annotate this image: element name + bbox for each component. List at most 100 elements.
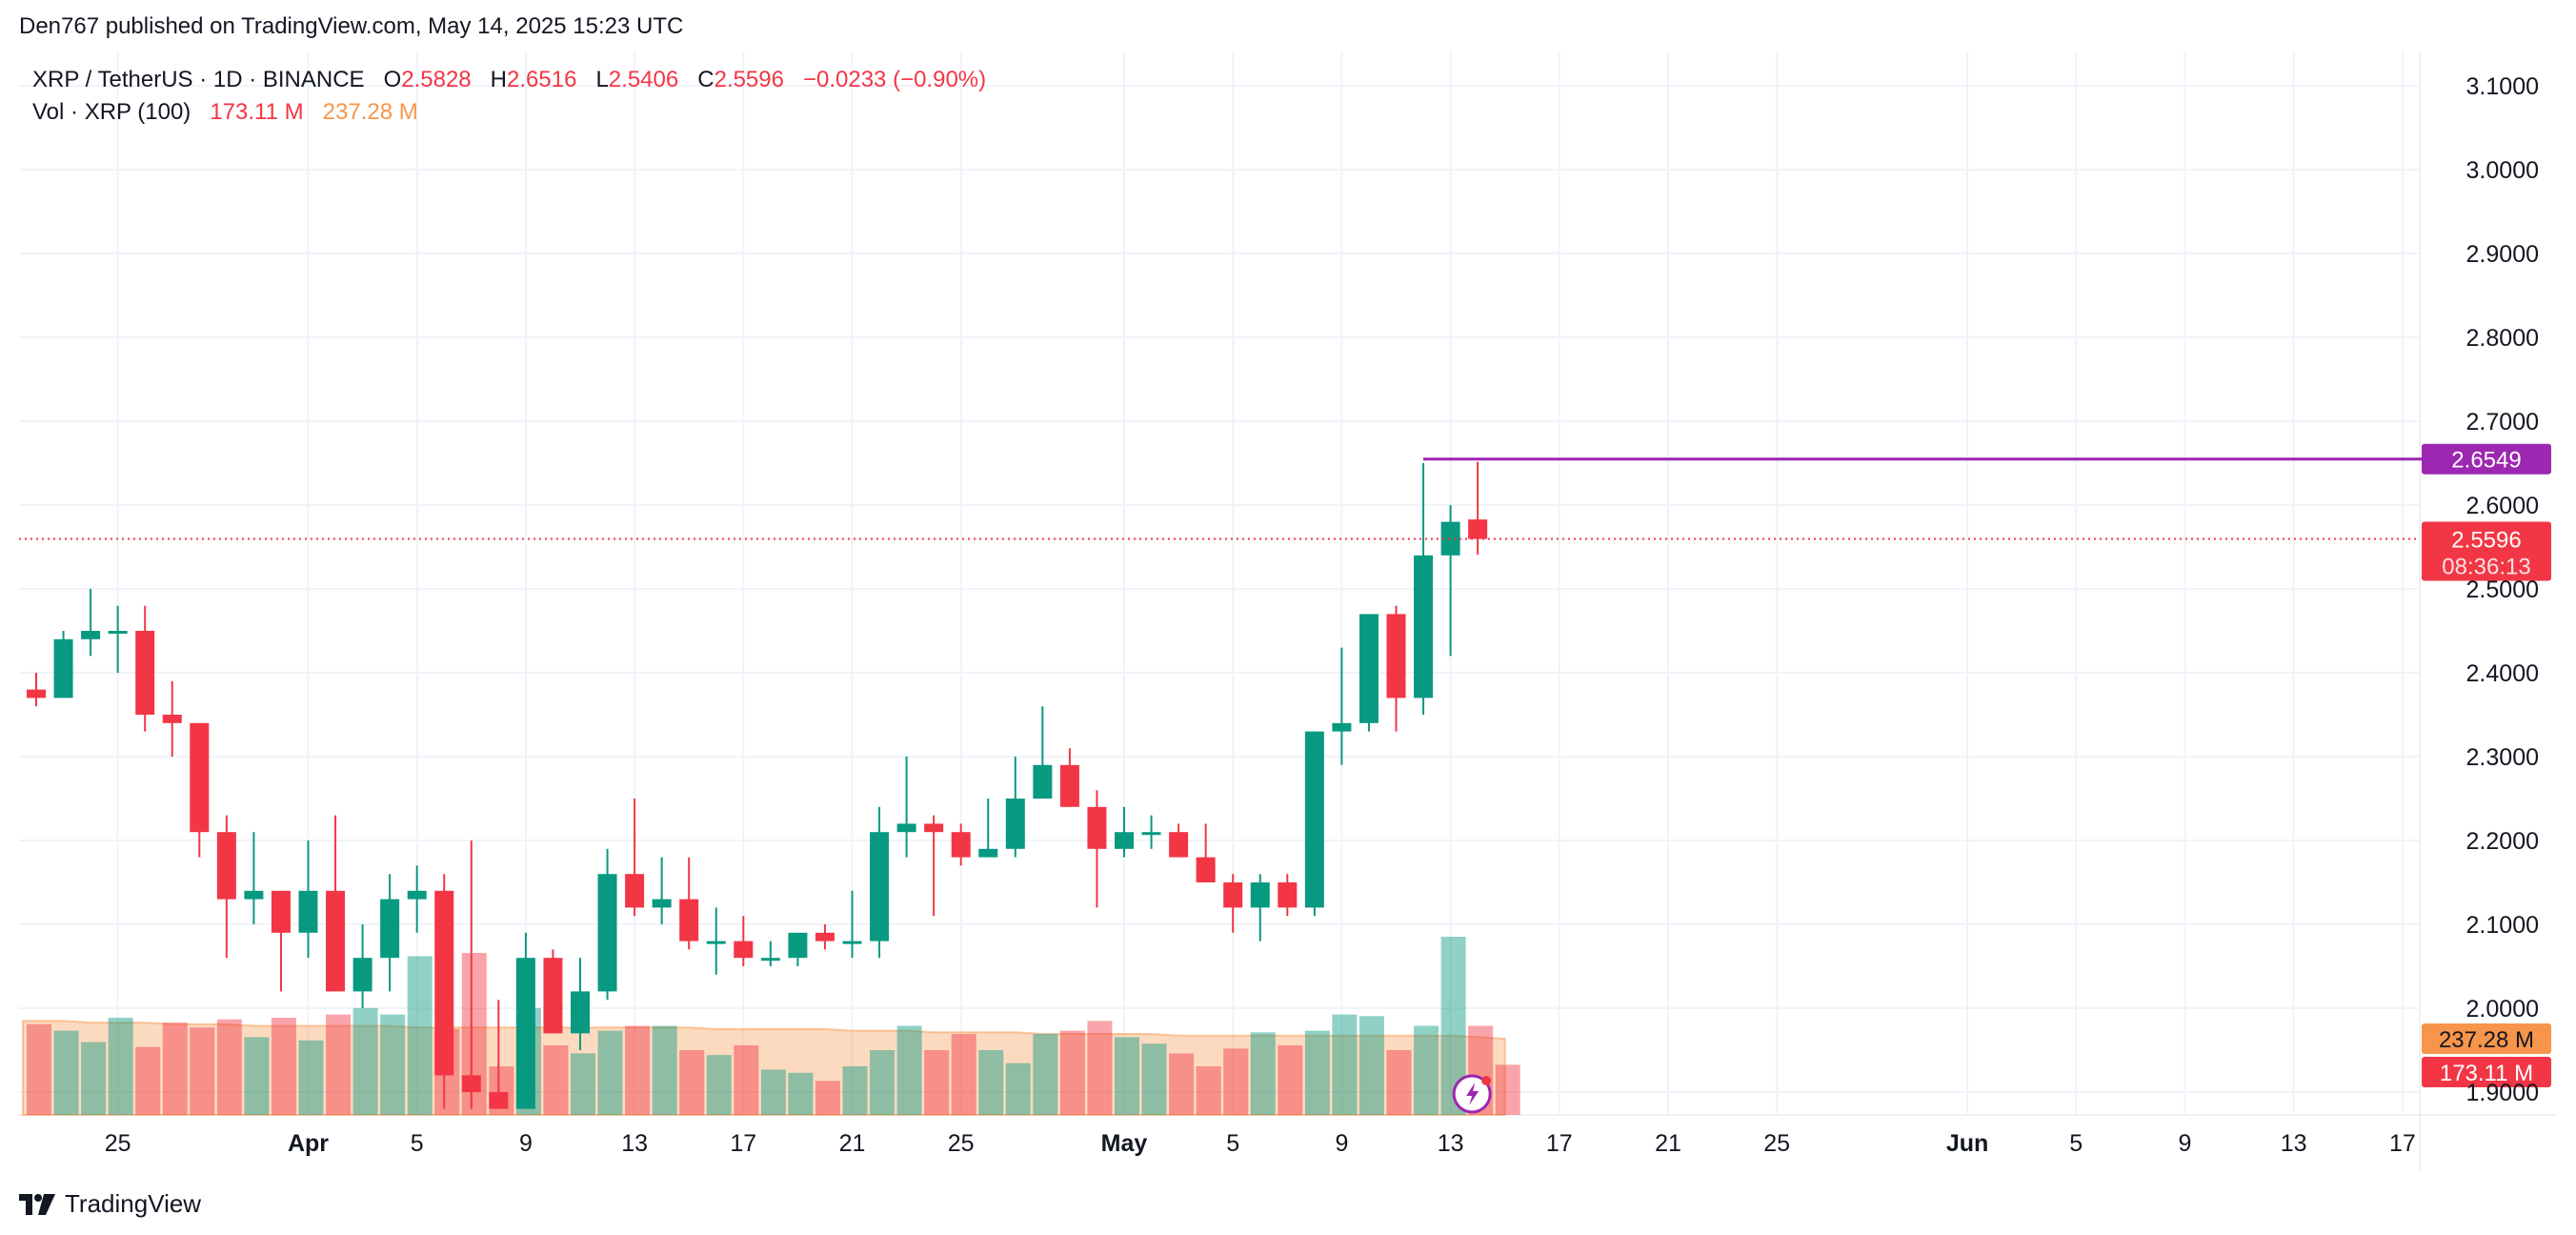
candle-body [515,958,535,1109]
symbol-legend: XRP / TetherUS · 1D · BINANCE O2.5828 H2… [32,67,986,93]
candle-body [815,932,835,941]
candle-body [1115,832,1134,849]
volume-bar [1495,1064,1520,1115]
candle-body [951,832,971,858]
volume-bar [896,1025,922,1115]
volume-bar [1358,1016,1384,1115]
candle-body [1386,614,1406,698]
x-tick-label: 21 [839,1130,866,1157]
volume-bar [679,1050,705,1115]
volume-bar [407,956,433,1115]
grid [19,51,2557,1170]
x-tick-label: May [1101,1130,1148,1157]
close-value: 2.5596 [714,67,784,92]
candle-body [597,874,617,992]
volume-bar [625,1025,651,1115]
x-tick-label: 13 [1438,1130,1464,1157]
volume-bar [1332,1014,1358,1115]
high-label: H [490,67,508,92]
candle-body [625,874,645,908]
volume-bar [734,1044,759,1115]
y-tick-label: 3.1000 [2466,73,2539,100]
volume-bar [298,1040,324,1115]
candle-body [1005,799,1025,849]
x-tick-label: 17 [730,1130,756,1157]
volume-bar [326,1014,352,1115]
y-tick-label: 2.9000 [2466,241,2539,268]
y-tick-label: 2.5000 [2466,577,2539,603]
x-tick-label: 25 [105,1130,131,1157]
candle-body [924,823,944,833]
volume-bar [1223,1048,1249,1115]
volume-bar [842,1066,868,1115]
candle-body [489,1092,509,1109]
candle-body [135,631,155,715]
candle-body [1059,764,1079,807]
x-tick-label: 25 [948,1130,975,1157]
y-tick-label: 3.0000 [2466,157,2539,184]
volume-bar [1059,1030,1085,1115]
x-tick-label: Apr [288,1130,329,1157]
notification-dot [1481,1076,1492,1085]
volume-tag [2422,1057,2551,1087]
volume-bar [27,1023,51,1115]
low-value: 2.5406 [608,67,679,92]
y-tick-label: 2.7000 [2466,409,2539,435]
volume-ma-area [22,1020,1506,1116]
volume-tag-text: 173.11 M [2440,1061,2533,1086]
chart-area[interactable]: 2.6549 2.5596 08:36:13 237.28 M 173.11 M 3.1… [19,51,2557,1170]
candle-body [760,958,780,962]
volume-ma-tag-text: 237.28 M [2439,1027,2534,1053]
candle-body [788,932,808,959]
candle-body [1278,882,1298,908]
resistance-price-text: 2.6549 [2451,448,2521,474]
candle-body [571,991,590,1034]
tradingview-logo[interactable]: TradingView [19,1189,201,1219]
volume-value: 173.11 M [210,99,304,125]
volume-bar [978,1050,1004,1115]
candle-body [298,890,318,933]
publisher-line: Den767 published on TradingView.com, May… [19,13,684,39]
candle-body [734,941,754,959]
brand-name: TradingView [65,1189,202,1218]
volume-bar [244,1037,270,1115]
x-tick-label: 5 [411,1130,424,1157]
open-label: O [383,67,402,92]
x-tick-label: 9 [1335,1130,1348,1157]
volume-label[interactable]: Vol · XRP (100) [32,99,191,125]
candle-body [1141,832,1161,836]
y-tick-label: 2.6000 [2466,493,2539,519]
volume-bar [53,1030,79,1115]
volume-bar [815,1081,840,1115]
x-tick-label: 17 [2389,1130,2416,1157]
volume-bar [1250,1032,1276,1115]
candle-body [326,890,346,992]
x-tick-label: Jun [1946,1130,1988,1157]
candle-body [352,958,372,992]
candle-body [190,722,210,833]
x-tick-label: 5 [1226,1130,1239,1157]
lightning-bolt-shape [1466,1083,1479,1105]
y-tick-label: 2.2000 [2466,828,2539,855]
candle-body [1196,857,1216,882]
candle-body [543,958,563,1034]
candle-body [81,631,101,639]
volume-bar [1005,1063,1031,1115]
candle-body [896,823,916,833]
volume-bar [924,1050,950,1115]
candle-body [216,832,236,900]
candle-body [1414,555,1434,698]
volume-bar [162,1022,188,1115]
y-tick-label: 2.3000 [2466,744,2539,771]
resistance-price-tag [2422,443,2551,475]
volume-bar [652,1025,677,1115]
low-label: L [595,67,609,92]
volume-bar [190,1027,215,1115]
candle-body [434,890,454,1076]
x-tick-label: 5 [2069,1130,2083,1157]
volume-bar [1087,1021,1113,1115]
symbol-label[interactable]: XRP / TetherUS · 1D · BINANCE [32,67,365,92]
candle-body [1468,519,1488,539]
